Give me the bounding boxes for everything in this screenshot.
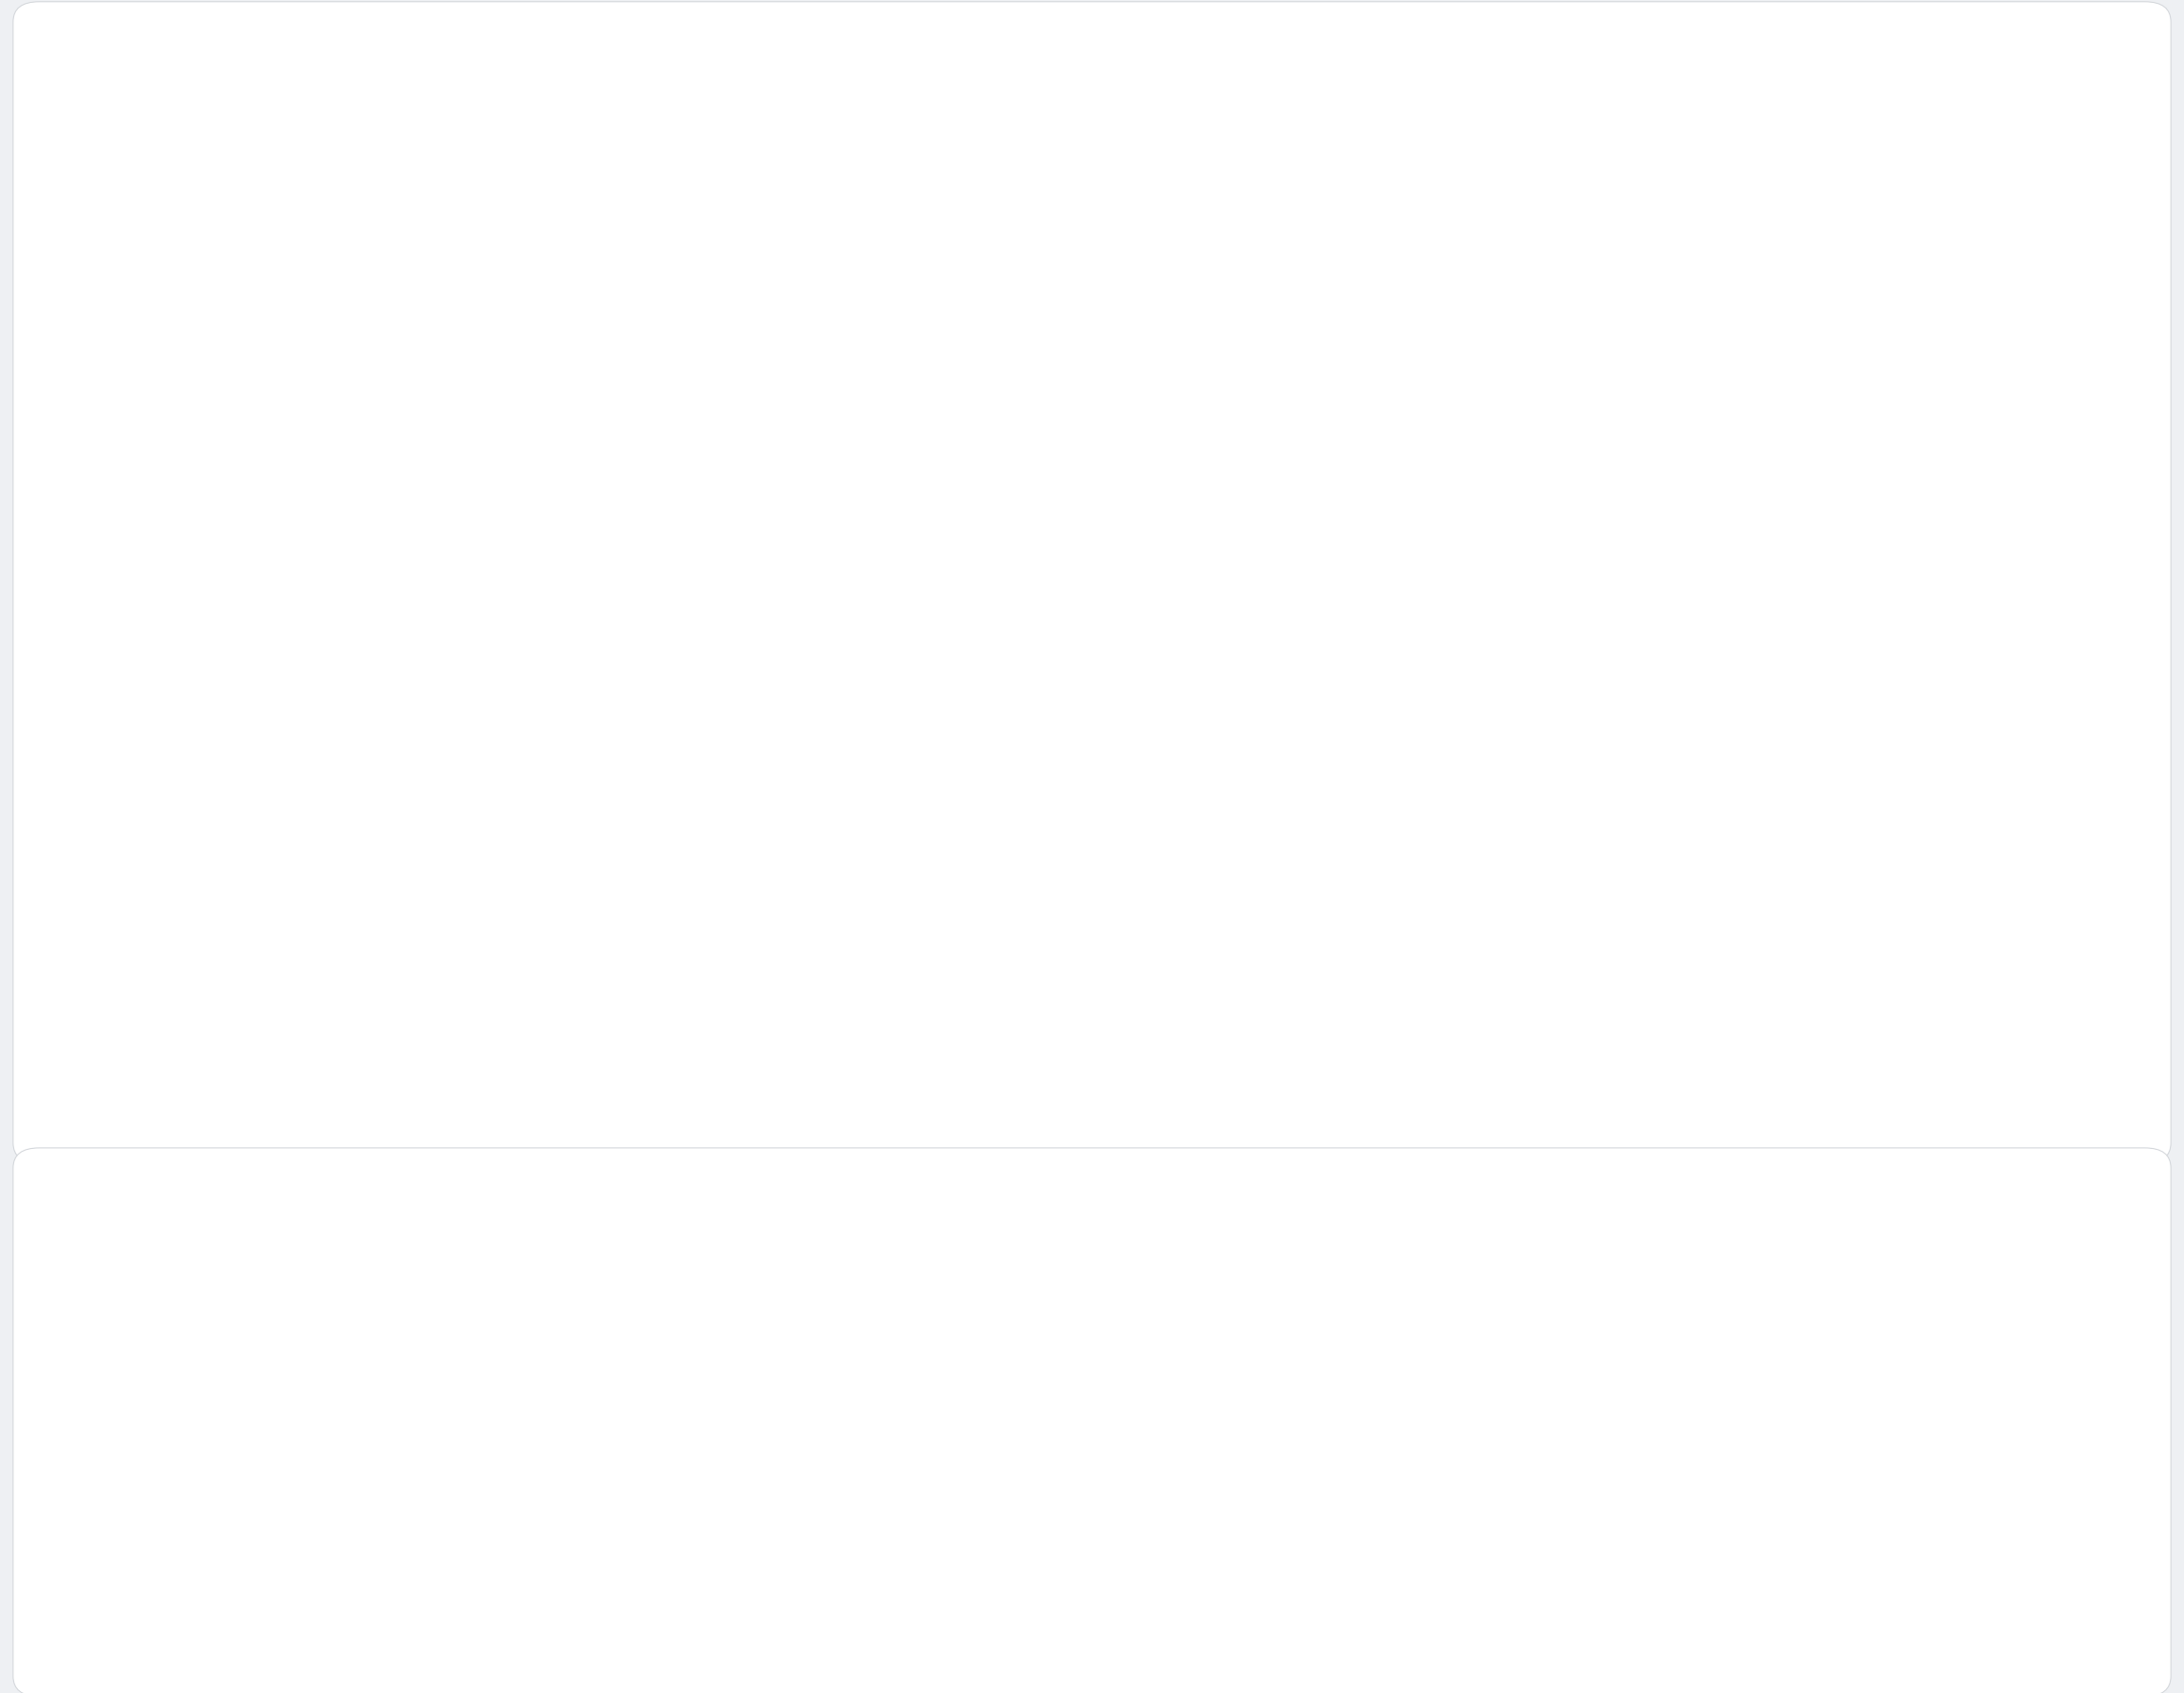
Bar (1813, 904, 1852, 960)
Text: You can learn more about how we calculate these values: You can learn more about how we calculat… (61, 203, 461, 217)
Bar (251, 850, 413, 902)
Bar (413, 850, 609, 902)
Bar (251, 735, 413, 786)
Text: Any ∨: Any ∨ (387, 264, 435, 278)
Text: 7 days: 7 days (1334, 1436, 1382, 1451)
Text: Shortlisted: Shortlisted (1334, 1219, 1424, 1233)
Text: 10 days: 10 days (1334, 1564, 1391, 1580)
Text: 3 days: 3 days (520, 1564, 568, 1580)
Text: Owner:: Owner: (317, 264, 373, 278)
Bar (642, 965, 804, 1017)
Text: Mean: Mean (83, 264, 129, 278)
Circle shape (20, 1419, 221, 1468)
Text: 13 days: 13 days (1583, 1307, 1640, 1322)
Text: Presentation: Presentation (1583, 1219, 1688, 1233)
Text: 10 days: 10 days (520, 1436, 577, 1451)
Text: Export ↑: Export ↑ (2029, 63, 2099, 81)
Text: 9 days: 9 days (1583, 1564, 1631, 1580)
Circle shape (20, 1547, 221, 1596)
Bar (413, 388, 642, 440)
Text: Ollie Barker: Ollie Barker (197, 1307, 282, 1322)
Text: Opportunity Count: Opportunity Count (520, 1219, 673, 1233)
Circle shape (20, 1290, 221, 1339)
Bar (1813, 723, 1852, 780)
Text: 7 days: 7 days (812, 1436, 860, 1451)
Bar (935, 850, 968, 902)
Text: 7 days: 7 days (1083, 1307, 1131, 1322)
Text: Team:: Team: (480, 264, 529, 278)
Bar (1293, 503, 1487, 555)
Bar (1813, 542, 1852, 599)
Text: New: New (812, 1219, 847, 1233)
Bar (544, 965, 642, 1017)
Bar (413, 735, 642, 786)
Text: 5 days: 5 days (812, 1307, 860, 1322)
Bar (771, 850, 935, 902)
Bar (804, 965, 869, 1017)
Text: 6 days: 6 days (1083, 1436, 1131, 1451)
Text: Proposal Sent: Proposal Sent (1867, 652, 1968, 665)
Text: Owner: Owner (144, 1219, 197, 1233)
Text: 11 days: 11 days (1334, 1307, 1391, 1322)
Bar (1813, 813, 1852, 870)
Text: Awaiting Con: Awaiting Con (1854, 1219, 1961, 1233)
Bar (251, 388, 413, 440)
Text: 8 days: 8 days (520, 1307, 568, 1322)
Text: Dom Briggs: Dom Briggs (197, 1564, 282, 1580)
Bar (478, 503, 675, 555)
Bar (349, 620, 609, 670)
Text: 12 days: 12 days (1583, 1436, 1640, 1451)
Bar (251, 503, 478, 555)
Bar (642, 735, 902, 786)
Bar (609, 850, 771, 902)
Bar (642, 388, 1000, 440)
Text: 44 days: 44 days (1854, 1307, 1911, 1322)
Bar (1422, 388, 1682, 440)
Bar (1813, 633, 1852, 691)
Text: 42 days: 42 days (1854, 1436, 1911, 1451)
Bar (382, 965, 544, 1017)
Text: here.: here. (758, 203, 795, 217)
Text: Presentation: Presentation (1867, 833, 1959, 846)
Text: 5 days: 5 days (1083, 1564, 1131, 1580)
Bar (1096, 735, 1260, 786)
Bar (675, 503, 902, 555)
Text: Average Time to Won: Average Time to Won (61, 59, 378, 85)
Text: Median: Median (177, 264, 229, 278)
FancyBboxPatch shape (35, 242, 177, 303)
Bar (609, 620, 771, 670)
Bar (1096, 620, 1389, 670)
Bar (902, 503, 1293, 555)
Text: Proposal Sent: Proposal Sent (1083, 1219, 1197, 1233)
Text: New: New (1867, 562, 1900, 576)
Bar (1000, 388, 1422, 440)
X-axis label: Days: Days (996, 1099, 1035, 1116)
Text: Awaiting Contract: Awaiting Contract (1867, 923, 1998, 936)
FancyBboxPatch shape (129, 242, 280, 303)
Text: Shows the average time spent on each pipeline milestone for opportunities won in: Shows the average time spent on each pip… (61, 139, 719, 154)
Bar (902, 735, 1096, 786)
Bar (771, 620, 1096, 670)
Text: Shortlisted: Shortlisted (1867, 742, 1946, 757)
Bar (251, 965, 382, 1017)
Text: 35 days: 35 days (1854, 1564, 1913, 1580)
Text: Andy Elliot: Andy Elliot (197, 1436, 273, 1451)
Bar (251, 620, 349, 670)
Text: Any ∨: Any ∨ (542, 264, 587, 278)
Text: 8 days: 8 days (812, 1564, 860, 1580)
